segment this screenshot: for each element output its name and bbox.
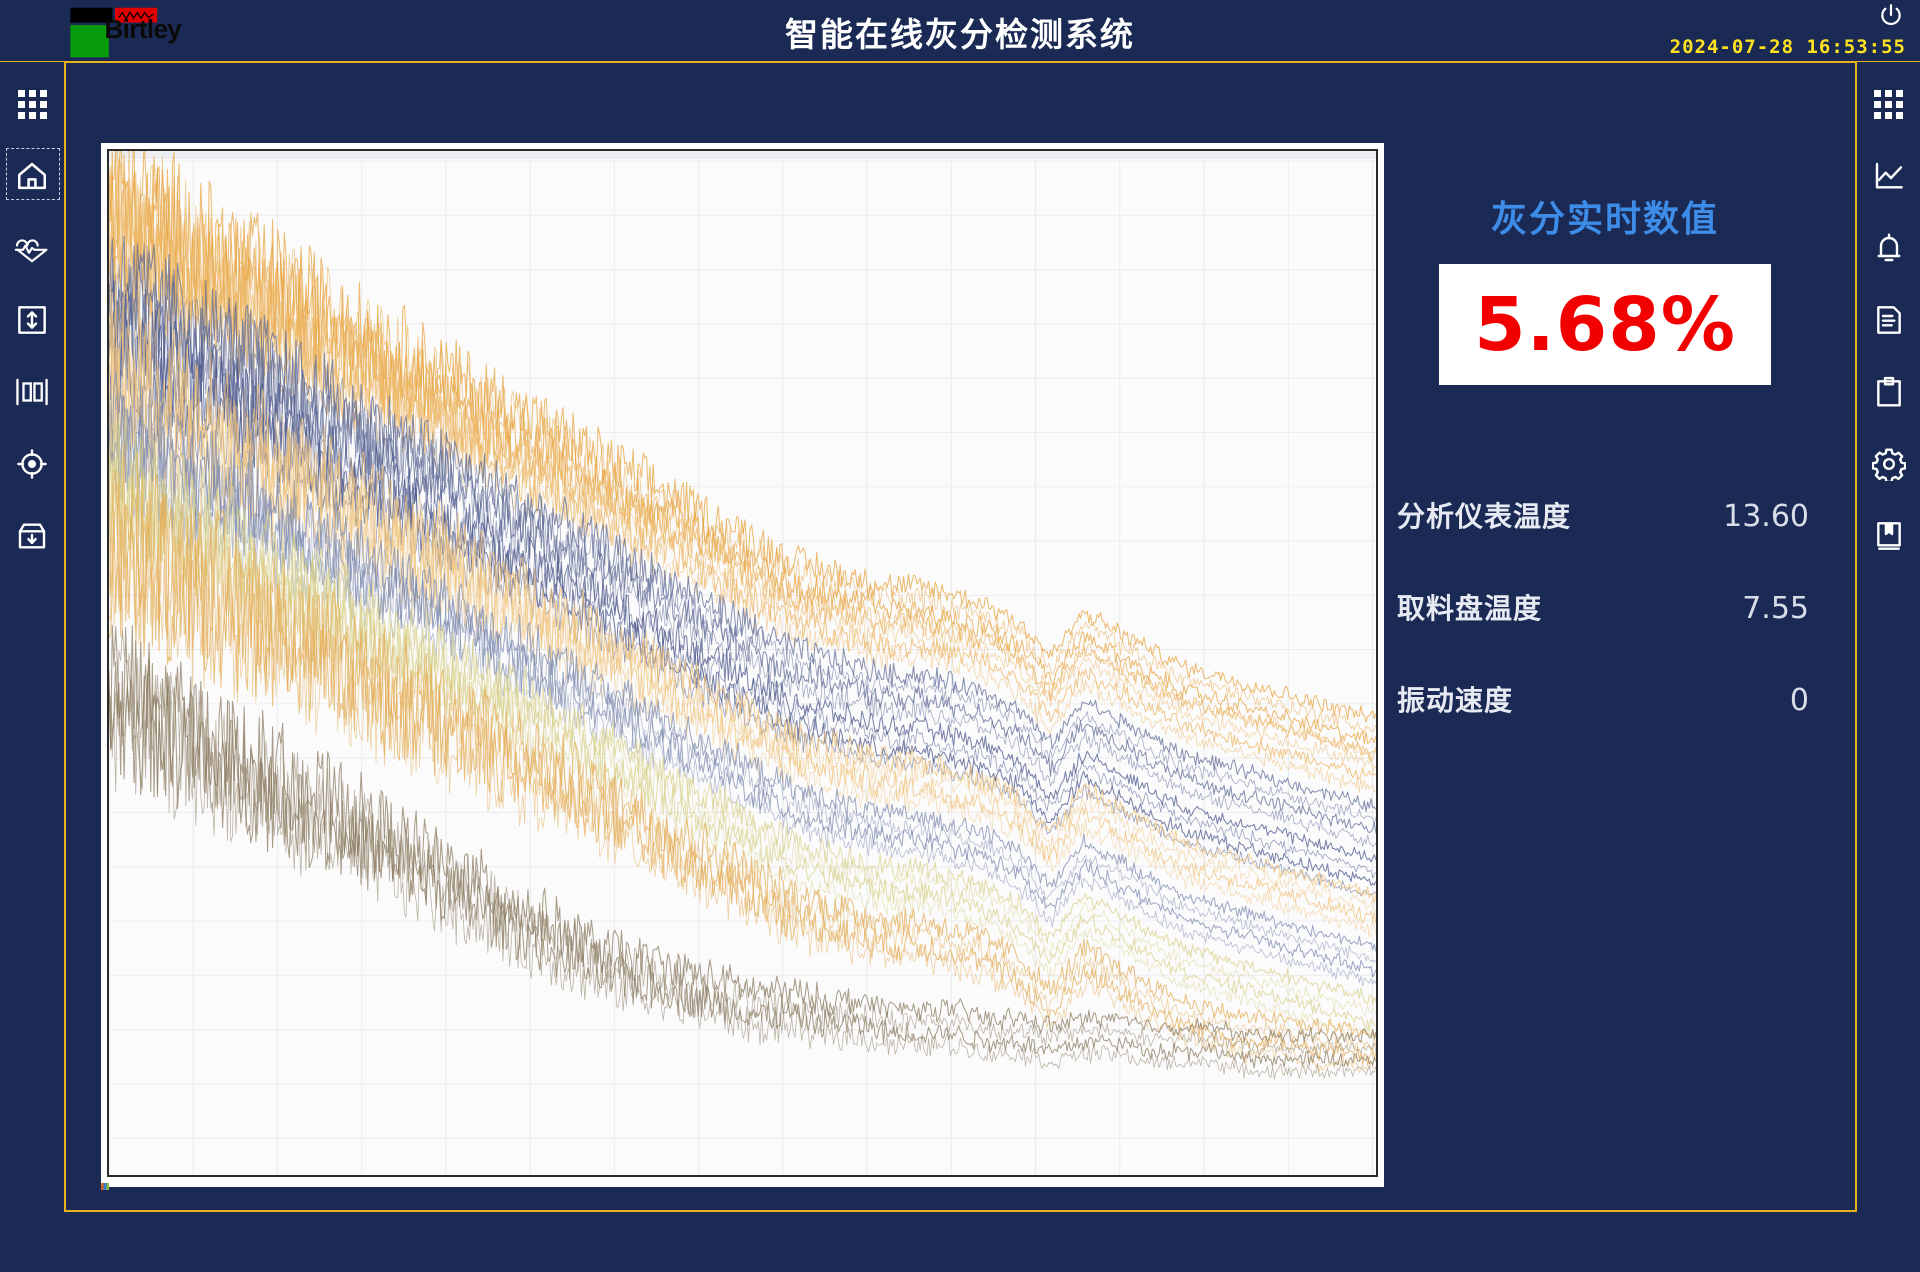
bar-columns-icon <box>16 378 48 406</box>
realtime-info-panel: 灰分实时数值 5.68% 分析仪表温度 13.60 取料盘温度 7.55 振动速… <box>1395 190 1815 771</box>
parameter-label: 取料盘温度 <box>1397 592 1543 625</box>
footer-divider <box>0 1210 1920 1212</box>
chart-series-line <box>109 624 1376 1044</box>
chart-series-line <box>109 151 1376 723</box>
chart-series-line <box>109 376 1376 963</box>
chart-series-line <box>109 263 1376 834</box>
chart-series-line <box>109 653 1376 1080</box>
clipboard-icon <box>1876 376 1901 407</box>
target-crosshair-icon <box>17 449 47 479</box>
sidebar-item-export[interactable] <box>4 510 60 562</box>
spectrum-chart-plot[interactable] <box>107 149 1378 1177</box>
chart-series-line <box>109 483 1376 1074</box>
ash-value-card: 5.68% <box>1439 264 1771 385</box>
datetime-display: 2024-07-28 16:53:55 <box>1669 36 1906 58</box>
chart-series-line <box>109 658 1376 1069</box>
parameter-row-0: 分析仪表温度 13.60 <box>1395 495 1815 535</box>
parameter-row-1: 取料盘温度 7.55 <box>1395 587 1815 627</box>
logo-red-block <box>115 7 158 23</box>
ash-value-text: 5.68% <box>1474 281 1736 368</box>
home-icon <box>17 162 47 190</box>
parameter-label: 振动速度 <box>1397 684 1514 717</box>
header-divider <box>0 61 1920 63</box>
sidebar-item-report[interactable] <box>1861 366 1917 418</box>
chart-series-line <box>109 420 1376 1016</box>
document-icon <box>1876 306 1901 334</box>
chart-series-line <box>109 280 1376 863</box>
spectrum-chart-svg <box>109 151 1376 1175</box>
chart-series-line <box>109 174 1376 780</box>
chart-series-line <box>109 235 1376 813</box>
sidebar-item-records[interactable] <box>1861 294 1917 346</box>
logo-waveform-icon <box>118 10 154 21</box>
app-header: Birtley 智能在线灰分检测系统 2024-07-28 16:53:55 <box>0 0 1920 62</box>
sidebar-item-alarm[interactable] <box>1861 222 1917 274</box>
sidebar-item-home[interactable] <box>4 148 60 202</box>
sidebar-item-trend[interactable] <box>1861 150 1917 202</box>
sidebar-item-apps-right[interactable] <box>1861 78 1917 130</box>
apps-grid-icon <box>17 89 47 119</box>
chart-series <box>109 151 1376 1080</box>
chart-series-line <box>109 298 1376 912</box>
chart-top-strip <box>109 151 1376 159</box>
ash-value-heading: 灰分实时数值 <box>1490 199 1719 240</box>
logo-black-block <box>70 7 113 23</box>
bell-icon <box>1877 233 1900 262</box>
parameter-value: 7.55 <box>1742 591 1809 626</box>
brand-logo: Birtley <box>22 4 182 58</box>
chart-series-line <box>109 412 1376 1006</box>
right-sidebar-divider <box>1855 62 1857 1212</box>
arrows-vertical-box-icon <box>18 306 46 334</box>
chart-series-line <box>109 443 1376 1038</box>
sidebar-item-settings[interactable] <box>1861 438 1917 490</box>
chart-series-line <box>109 257 1376 847</box>
chart-series-line <box>109 370 1376 952</box>
parameter-value: 0 <box>1789 683 1809 718</box>
parameter-list: 分析仪表温度 13.60 取料盘温度 7.55 振动速度 0 <box>1395 495 1815 719</box>
sidebar-item-apps[interactable] <box>4 78 60 130</box>
parameter-label: 分析仪表温度 <box>1397 500 1572 533</box>
chart-series-line <box>109 171 1376 761</box>
parameter-row-2: 振动速度 0 <box>1395 679 1815 719</box>
spectrum-chart-panel[interactable] <box>101 143 1384 1187</box>
sidebar-item-position[interactable] <box>4 438 60 490</box>
line-chart-icon <box>1875 162 1903 189</box>
gear-icon <box>1871 448 1906 481</box>
chart-series-line <box>109 242 1376 825</box>
left-sidebar-divider <box>64 62 66 1212</box>
page-title: 智能在线灰分检测系统 <box>785 15 1135 54</box>
parameter-value: 13.60 <box>1723 499 1809 534</box>
book-bookmark-icon <box>1876 522 1901 550</box>
pulse-heart-icon <box>14 239 48 263</box>
apps-grid-icon <box>1874 89 1903 119</box>
chart-series-line <box>109 629 1376 1056</box>
power-icon[interactable] <box>1878 2 1904 28</box>
right-sidebar <box>1857 62 1920 1212</box>
corner-color-marker <box>101 1183 109 1190</box>
logo-wordmark: Birtley <box>104 14 182 44</box>
archive-download-icon <box>18 523 46 549</box>
sidebar-item-manual[interactable] <box>1861 510 1917 562</box>
sidebar-item-calibration[interactable] <box>4 294 60 346</box>
left-sidebar <box>0 62 64 1212</box>
sidebar-item-analysis[interactable] <box>4 366 60 418</box>
sidebar-item-monitoring[interactable] <box>4 222 60 274</box>
logo-green-block <box>70 25 109 58</box>
